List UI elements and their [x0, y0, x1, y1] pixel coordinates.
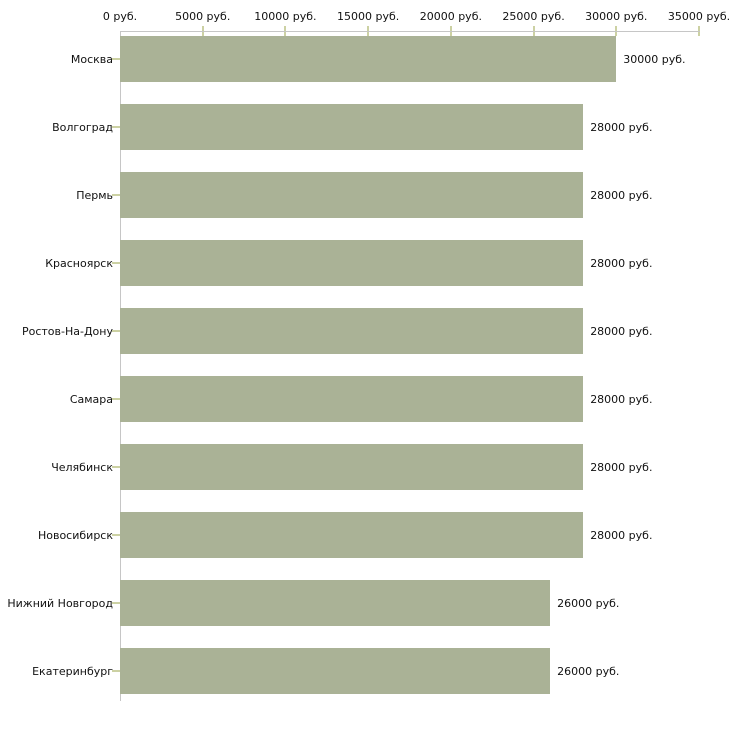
value-label: 28000 руб. — [590, 528, 653, 542]
category-tick — [112, 194, 120, 196]
x-tick-label: 0 руб. — [102, 10, 138, 23]
value-label: 30000 руб. — [623, 52, 686, 66]
bar — [120, 172, 584, 218]
category-tick — [112, 466, 120, 468]
value-label: 28000 руб. — [590, 392, 653, 406]
bar — [120, 648, 551, 694]
bar — [120, 376, 584, 422]
value-label: 26000 руб. — [557, 596, 620, 610]
bar — [120, 36, 617, 82]
bar — [120, 240, 584, 286]
category-tick — [112, 262, 120, 264]
value-label: 28000 руб. — [590, 324, 653, 338]
bar — [120, 444, 584, 490]
bar-row: Самара 28000 руб. — [0, 376, 730, 444]
bar-row: Волгоград 28000 руб. — [0, 104, 730, 172]
category-label: Нижний Новгород — [7, 596, 113, 610]
x-tick-label: 10000 руб. — [254, 10, 317, 23]
category-label: Волгоград — [52, 120, 113, 134]
value-label: 28000 руб. — [590, 120, 653, 134]
category-tick — [112, 330, 120, 332]
bar — [120, 104, 584, 150]
category-label: Челябинск — [51, 460, 113, 474]
value-label: 28000 руб. — [590, 460, 653, 474]
value-label: 26000 руб. — [557, 664, 620, 678]
category-tick — [112, 670, 120, 672]
category-label: Самара — [69, 392, 113, 406]
bar — [120, 308, 584, 354]
category-label: Пермь — [76, 188, 113, 202]
bar-row: Ростов-На-Дону 28000 руб. — [0, 308, 730, 376]
x-tick-label: 20000 руб. — [419, 10, 482, 23]
category-label: Ростов-На-Дону — [21, 324, 113, 338]
category-label: Новосибирск — [37, 528, 113, 542]
category-tick — [112, 126, 120, 128]
category-tick — [112, 602, 120, 604]
bar-row: Челябинск 28000 руб. — [0, 444, 730, 512]
category-label: Москва — [70, 52, 113, 66]
x-tick-label: 35000 руб. — [667, 10, 730, 23]
x-axis-line — [120, 31, 700, 32]
bar-row: Красноярск 28000 руб. — [0, 240, 730, 308]
y-axis-line — [120, 31, 121, 701]
category-label: Екатеринбург — [32, 664, 113, 678]
bar-row: Екатеринбург 26000 руб. — [0, 648, 730, 716]
x-tick-label: 30000 руб. — [585, 10, 648, 23]
bar-row: Нижний Новгород 26000 руб. — [0, 580, 730, 648]
bar — [120, 512, 584, 558]
value-label: 28000 руб. — [590, 188, 653, 202]
category-tick — [112, 398, 120, 400]
bar — [120, 580, 551, 626]
category-tick — [112, 534, 120, 536]
x-tick-label: 15000 руб. — [337, 10, 400, 23]
bar-row: Новосибирск 28000 руб. — [0, 512, 730, 580]
x-tick-label: 5000 руб. — [175, 10, 231, 23]
category-label: Красноярск — [45, 256, 113, 270]
bar-row: Пермь 28000 руб. — [0, 172, 730, 240]
x-tick-label: 25000 руб. — [502, 10, 565, 23]
bar-row: Москва 30000 руб. — [0, 36, 730, 104]
category-tick — [112, 58, 120, 60]
value-label: 28000 руб. — [590, 256, 653, 270]
